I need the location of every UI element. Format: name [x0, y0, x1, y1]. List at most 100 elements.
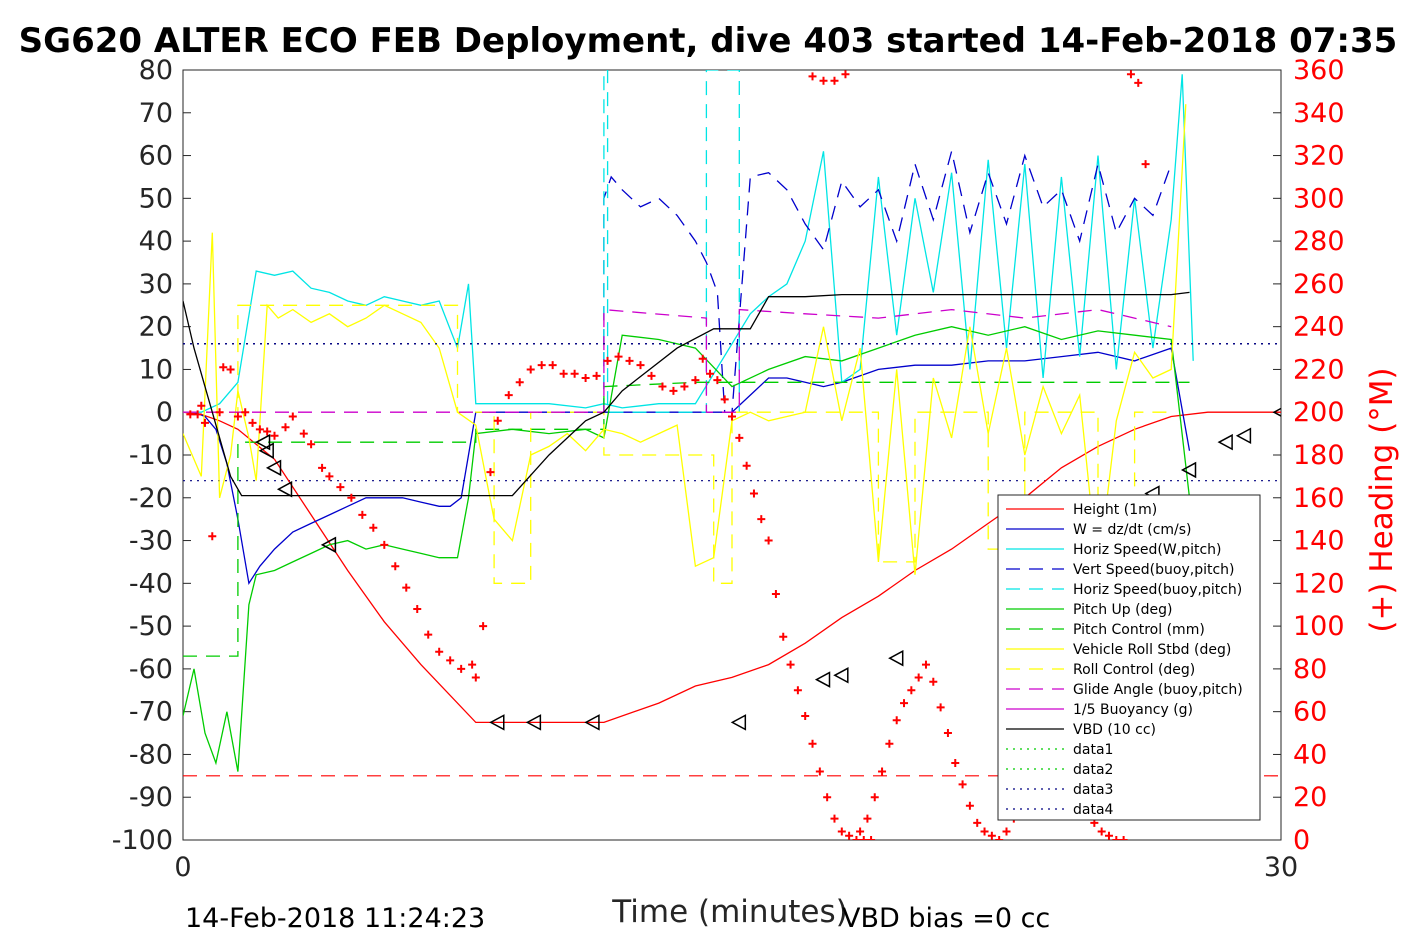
heading-marker — [281, 423, 290, 432]
heading-marker — [347, 493, 356, 502]
heading-marker — [233, 412, 242, 421]
y-right-tick-label: 320 — [1293, 141, 1345, 172]
legend-label: Horiz Speed(W,pitch) — [1073, 542, 1221, 558]
legend-label: data4 — [1073, 802, 1114, 818]
legend-label: Vehicle Roll Stbd (deg) — [1073, 642, 1231, 658]
heading-marker — [1134, 78, 1143, 87]
legend-label: Horiz Speed(buoy,pitch) — [1073, 582, 1242, 598]
y-left-tick-label: -80 — [129, 739, 173, 770]
heading-marker — [219, 363, 228, 372]
series-line-glide_angle — [183, 308, 1172, 413]
heading-marker — [1126, 70, 1135, 79]
depth-marker — [833, 667, 849, 684]
heading-marker — [255, 425, 264, 434]
legend-label: data2 — [1073, 762, 1113, 778]
heading-marker — [987, 831, 996, 840]
heading-marker — [570, 369, 579, 378]
heading-marker — [973, 818, 982, 827]
heading-marker — [248, 418, 257, 427]
heading-marker — [965, 801, 974, 810]
depth-marker — [1217, 433, 1233, 451]
heading-marker — [486, 468, 495, 477]
footer-vbd-bias: VBD bias =0 cc — [842, 903, 1050, 934]
heading-marker — [823, 793, 832, 802]
depth-marker — [320, 536, 337, 554]
heading-marker — [841, 70, 850, 79]
heading-marker — [995, 836, 1004, 840]
heading-marker — [504, 391, 513, 400]
y-right-tick-label: 240 — [1293, 312, 1345, 343]
heading-marker — [943, 729, 952, 738]
heading-marker — [493, 416, 502, 425]
x-tick-label: 0 — [174, 852, 191, 883]
heading-marker — [907, 686, 916, 695]
heading-marker — [307, 440, 316, 449]
y-left-tick-label: 60 — [139, 141, 173, 172]
heading-marker — [914, 673, 923, 682]
y-right-tick-label: 220 — [1293, 354, 1345, 385]
heading-marker — [859, 836, 868, 840]
y-left-tick-label: -20 — [129, 483, 173, 514]
heading-marker — [845, 831, 854, 840]
y-left-tick-label: 20 — [139, 312, 173, 343]
y-axis-right-label: (+) Heading (°M) — [1364, 367, 1400, 632]
y-left-tick-label: -90 — [129, 782, 173, 813]
heading-marker — [1097, 827, 1106, 836]
heading-marker — [867, 836, 876, 840]
heading-marker — [1119, 836, 1128, 840]
heading-marker — [208, 532, 217, 541]
y-left-tick-label: -10 — [129, 440, 173, 471]
heading-marker — [680, 382, 689, 391]
heading-marker — [815, 767, 824, 776]
depth-marker — [265, 459, 282, 477]
depth-marker — [814, 671, 831, 688]
heading-marker — [819, 76, 828, 85]
y-right-tick-label: 180 — [1293, 440, 1345, 471]
heading-marker — [921, 660, 930, 669]
depth-marker — [730, 714, 747, 731]
heading-marker — [878, 767, 887, 776]
footer-timestamp: 14-Feb-2018 11:24:23 — [185, 903, 485, 934]
y-left-tick-label: -30 — [129, 526, 173, 557]
plot-area: 80706050403020100-10-20-30-40-50-60-70-8… — [112, 55, 1345, 883]
y-right-tick-label: 260 — [1293, 269, 1345, 300]
heading-marker — [614, 352, 623, 361]
heading-marker — [958, 780, 967, 789]
y-right-tick-label: 40 — [1293, 739, 1327, 770]
legend-label: data3 — [1073, 782, 1113, 798]
heading-marker — [764, 536, 773, 545]
legend: Height (1m) W = dz/dt (cm/s) Horiz Speed(W… — [997, 494, 1261, 821]
heading-marker — [413, 605, 422, 613]
heading-marker — [186, 410, 195, 419]
heading-marker — [900, 699, 909, 708]
heading-marker — [951, 759, 960, 767]
x-tick-label: 30 — [1264, 852, 1298, 883]
depth-marker — [525, 714, 542, 731]
heading-marker — [391, 562, 400, 571]
y-left-tick-label: -50 — [129, 611, 173, 642]
depth-marker — [276, 480, 293, 498]
y-right-tick-label: 60 — [1293, 697, 1327, 728]
legend-label: Roll Control (deg) — [1073, 662, 1195, 678]
heading-marker — [691, 376, 700, 385]
y-left-tick-label: -100 — [112, 825, 173, 856]
heading-marker — [793, 686, 802, 695]
depth-marker — [489, 714, 505, 731]
y-left-tick-label: 40 — [139, 226, 173, 257]
heading-marker — [830, 814, 839, 823]
heading-marker — [647, 371, 656, 380]
heading-marker — [299, 429, 308, 438]
heading-marker — [559, 369, 568, 378]
heading-marker — [241, 408, 250, 417]
y-right-tick-label: 100 — [1293, 611, 1345, 642]
y-right-tick-label: 120 — [1293, 568, 1345, 599]
y-left-tick-label: -60 — [129, 654, 173, 685]
heading-marker — [226, 365, 235, 374]
heading-marker — [200, 418, 209, 427]
heading-marker — [808, 72, 817, 81]
heading-marker — [318, 463, 327, 472]
heading-marker — [863, 814, 872, 823]
legend-label: VBD (10 cc) — [1073, 722, 1156, 738]
heading-marker — [706, 369, 715, 378]
y-right-tick-label: 360 — [1293, 55, 1345, 86]
